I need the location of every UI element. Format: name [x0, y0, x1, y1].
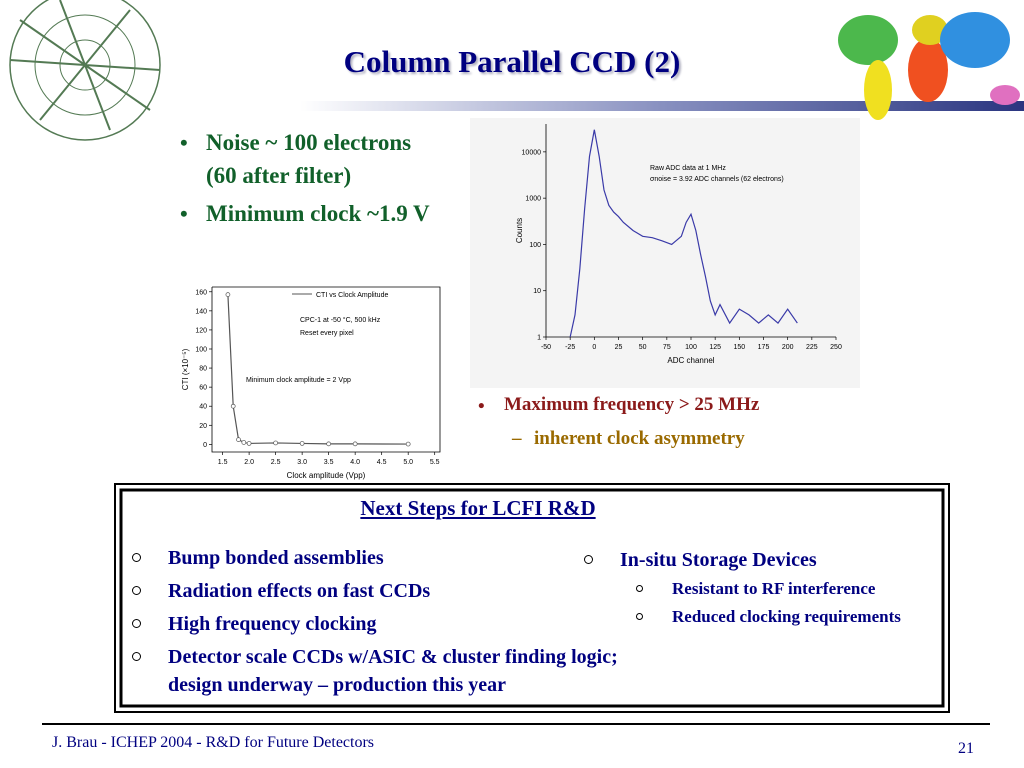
x-tick-label: 2.0	[244, 459, 254, 466]
y-tick-label: 10	[533, 288, 541, 295]
bullet-text: Noise ~ 100 electrons	[206, 130, 412, 155]
page-number: 21	[958, 740, 974, 757]
x-tick-label: -25	[565, 344, 575, 351]
annotation: CPC-1 at -50 °C, 500 kHz	[300, 316, 381, 324]
y-tick-label: 140	[195, 308, 207, 315]
x-tick-label: 4.0	[350, 459, 360, 466]
x-tick-label: 100	[685, 344, 697, 351]
y-tick-label: 60	[199, 385, 207, 392]
bullet	[132, 586, 141, 595]
y-tick-label: 120	[195, 327, 207, 334]
bullet	[132, 553, 141, 562]
data-point	[241, 440, 247, 445]
item: In-situ Storage Devices	[620, 549, 817, 571]
bullet-text: inherent clock asymmetry	[534, 428, 745, 449]
bullet-text: Maximum frequency > 25 MHz	[504, 394, 760, 415]
bullet: •	[180, 130, 188, 155]
x-tick-label: 0	[592, 344, 596, 351]
x-tick-label: 175	[758, 344, 770, 351]
annotation: Reset every pixel	[300, 330, 354, 337]
y-tick-label: 20	[199, 423, 207, 430]
x-tick-label: 5.0	[403, 459, 413, 466]
bullet	[132, 619, 141, 628]
x-axis-label: Clock amplitude (Vpp)	[287, 471, 366, 480]
item: Bump bonded assemblies	[168, 547, 384, 569]
footer: J. Brau - ICHEP 2004 - R&D for Future De…	[52, 734, 375, 751]
bullet-text: Minimum clock ~1.9 V	[206, 201, 430, 226]
x-tick-label: 75	[663, 344, 671, 351]
data-point	[273, 440, 278, 446]
annotation: Raw ADC data at 1 MHz	[650, 165, 726, 172]
x-tick-label: 150	[733, 344, 745, 351]
bullet	[636, 585, 643, 592]
bullet: •	[180, 201, 188, 226]
sub-item: Resistant to RF interference	[672, 579, 876, 598]
y-tick-label: 40	[199, 404, 207, 411]
data-point	[230, 403, 236, 409]
bullet: •	[478, 396, 485, 417]
y-axis-label: CTI (×10⁻⁵)	[181, 348, 190, 390]
y-tick-label: 80	[199, 366, 207, 373]
data-point	[299, 441, 305, 446]
y-tick-label: 1	[537, 335, 541, 342]
y-tick-label: 100	[529, 242, 541, 249]
world-map	[838, 12, 1020, 120]
box-heading: Next Steps for LCFI R&D	[360, 496, 596, 520]
data-point	[352, 441, 358, 447]
event-display	[9, 0, 161, 141]
item: Radiation effects on fast CCDs	[168, 580, 431, 602]
x-tick-label: 50	[639, 344, 647, 351]
item: Detector scale CCDs w/ASIC & cluster fin…	[168, 646, 618, 696]
annotation: Minimum clock amplitude = 2 Vpp	[246, 377, 351, 384]
bullet	[132, 652, 141, 661]
x-tick-label: 5.5	[430, 459, 440, 466]
x-tick-label: 200	[782, 344, 794, 351]
y-axis-label: Counts	[515, 218, 524, 243]
x-tick-label: 125	[709, 344, 721, 351]
x-tick-label: -50	[541, 344, 551, 351]
bullet	[636, 613, 643, 620]
data-point	[405, 441, 411, 447]
axis	[211, 286, 441, 453]
data-point	[326, 441, 332, 447]
x-tick-label: 3.0	[297, 459, 307, 466]
x-tick-label: 250	[830, 344, 842, 351]
title-bar	[300, 101, 1024, 111]
data-point	[225, 292, 231, 297]
x-axis-label: ADC channel	[667, 356, 714, 365]
x-tick-label: 3.5	[324, 459, 334, 466]
data-point	[236, 437, 241, 442]
y-tick-label: 160	[195, 289, 207, 296]
y-tick-label: 1000	[525, 196, 541, 203]
sub-item: Reduced clocking requirements	[672, 607, 901, 626]
annotation: σnoise = 3.92 ADC channels (62 electrons…	[650, 176, 784, 183]
data-line	[227, 294, 409, 445]
y-tick-label: 10000	[522, 149, 542, 156]
bullet-text: (60 after filter)	[206, 163, 352, 188]
dash: –	[512, 428, 522, 449]
data-line	[569, 129, 798, 338]
x-tick-label: 4.5	[377, 459, 387, 466]
y-tick-label: 0	[203, 442, 207, 449]
y-tick-label: 100	[195, 346, 207, 353]
data-point	[246, 441, 252, 446]
x-tick-label: 2.5	[271, 459, 281, 466]
box-outer	[114, 483, 950, 713]
plot-background	[470, 118, 860, 388]
bullet	[584, 555, 593, 564]
x-tick-label: 25	[615, 344, 623, 351]
item: High frequency clocking	[168, 613, 377, 635]
box-inner	[119, 488, 945, 708]
x-tick-label: 225	[806, 344, 818, 351]
legend-label: CTI vs Clock Amplitude	[316, 292, 388, 299]
slide-title: Column Parallel CCD (2)	[343, 44, 681, 79]
x-tick-label: 1.5	[218, 459, 228, 466]
